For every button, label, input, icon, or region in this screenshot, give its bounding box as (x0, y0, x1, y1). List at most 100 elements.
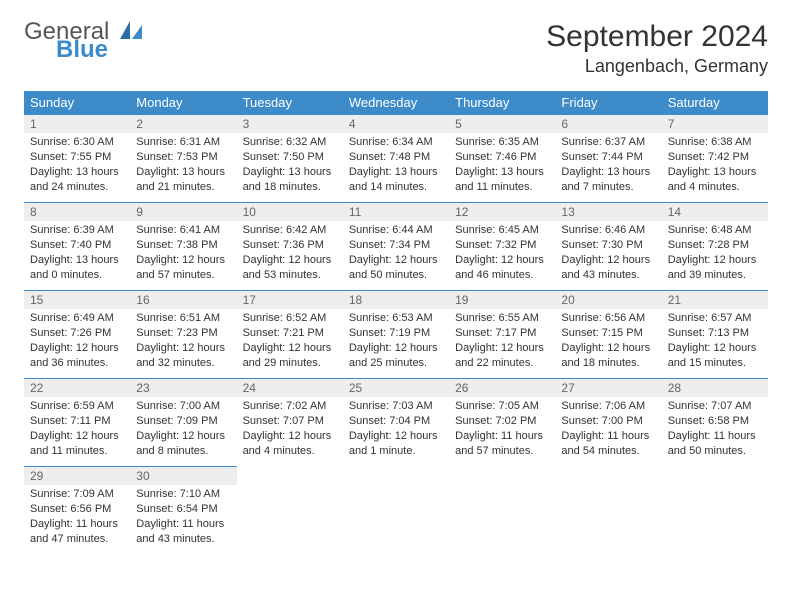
day-number: 22 (24, 379, 130, 397)
day-number: 17 (237, 291, 343, 309)
day-number: 27 (555, 379, 661, 397)
sunrise-text: Sunrise: 6:57 AM (668, 311, 762, 326)
day-info: Sunrise: 6:42 AMSunset: 7:36 PMDaylight:… (237, 221, 343, 288)
sunset-text: Sunset: 6:58 PM (668, 414, 762, 429)
sunset-text: Sunset: 7:13 PM (668, 326, 762, 341)
sunrise-text: Sunrise: 7:06 AM (561, 399, 655, 414)
day-number: 1 (24, 115, 130, 133)
calendar-cell: 13Sunrise: 6:46 AMSunset: 7:30 PMDayligh… (555, 203, 661, 291)
daylight-text: Daylight: 13 hours and 21 minutes. (136, 165, 230, 195)
day-info: Sunrise: 6:45 AMSunset: 7:32 PMDaylight:… (449, 221, 555, 288)
daylight-text: Daylight: 12 hours and 43 minutes. (561, 253, 655, 283)
calendar-row: 8Sunrise: 6:39 AMSunset: 7:40 PMDaylight… (24, 203, 768, 291)
day-number: 10 (237, 203, 343, 221)
daylight-text: Daylight: 12 hours and 50 minutes. (349, 253, 443, 283)
sunrise-text: Sunrise: 6:42 AM (243, 223, 337, 238)
calendar-cell: 6Sunrise: 6:37 AMSunset: 7:44 PMDaylight… (555, 115, 661, 203)
sunset-text: Sunset: 7:36 PM (243, 238, 337, 253)
calendar-cell (343, 467, 449, 555)
calendar-cell: 14Sunrise: 6:48 AMSunset: 7:28 PMDayligh… (662, 203, 768, 291)
calendar-cell: 10Sunrise: 6:42 AMSunset: 7:36 PMDayligh… (237, 203, 343, 291)
sunset-text: Sunset: 7:32 PM (455, 238, 549, 253)
calendar-cell: 25Sunrise: 7:03 AMSunset: 7:04 PMDayligh… (343, 379, 449, 467)
header: General Blue September 2024 Langenbach, … (24, 20, 768, 77)
day-info: Sunrise: 6:37 AMSunset: 7:44 PMDaylight:… (555, 133, 661, 200)
calendar-cell: 29Sunrise: 7:09 AMSunset: 6:56 PMDayligh… (24, 467, 130, 555)
calendar-cell: 28 Sunrise: 7:07 AMSunset: 6:58 PMDayligh… (662, 379, 768, 467)
daylight-text: Daylight: 12 hours and 4 minutes. (243, 429, 337, 459)
sunset-text: Sunset: 6:54 PM (136, 502, 230, 517)
sunrise-text: Sunrise: 6:38 AM (668, 135, 762, 150)
sunrise-text: Sunrise: 7:07 AM (668, 399, 762, 414)
day-info: Sunrise: 6:48 AMSunset: 7:28 PMDaylight:… (662, 221, 768, 288)
day-info: Sunrise: 6:46 AMSunset: 7:30 PMDaylight:… (555, 221, 661, 288)
day-info: Sunrise: 7:02 AMSunset: 7:07 PMDaylight:… (237, 397, 343, 464)
day-number: 16 (130, 291, 236, 309)
day-number: 28 (662, 379, 768, 397)
sunset-text: Sunset: 7:19 PM (349, 326, 443, 341)
daylight-text: Daylight: 13 hours and 14 minutes. (349, 165, 443, 195)
sunrise-text: Sunrise: 6:46 AM (561, 223, 655, 238)
sunrise-text: Sunrise: 7:10 AM (136, 487, 230, 502)
calendar-cell: 19Sunrise: 6:55 AMSunset: 7:17 PMDayligh… (449, 291, 555, 379)
daylight-text: Daylight: 13 hours and 24 minutes. (30, 165, 124, 195)
sunrise-text: Sunrise: 6:34 AM (349, 135, 443, 150)
day-number: 9 (130, 203, 236, 221)
sunset-text: Sunset: 7:42 PM (668, 150, 762, 165)
sunset-text: Sunset: 7:09 PM (136, 414, 230, 429)
daylight-text: Daylight: 11 hours and 50 minutes. (668, 429, 762, 459)
sunset-text: Sunset: 7:00 PM (561, 414, 655, 429)
sunrise-text: Sunrise: 6:41 AM (136, 223, 230, 238)
day-number: 13 (555, 203, 661, 221)
daylight-text: Daylight: 12 hours and 46 minutes. (455, 253, 549, 283)
day-number: 24 (237, 379, 343, 397)
calendar-cell: 21Sunrise: 6:57 AMSunset: 7:13 PMDayligh… (662, 291, 768, 379)
calendar-cell: 8Sunrise: 6:39 AMSunset: 7:40 PMDaylight… (24, 203, 130, 291)
calendar-cell (555, 467, 661, 555)
sunset-text: Sunset: 7:21 PM (243, 326, 337, 341)
logo: General Blue (24, 20, 142, 62)
sunrise-text: Sunrise: 6:37 AM (561, 135, 655, 150)
calendar-cell: 9Sunrise: 6:41 AMSunset: 7:38 PMDaylight… (130, 203, 236, 291)
sunset-text: Sunset: 7:55 PM (30, 150, 124, 165)
sunrise-text: Sunrise: 7:09 AM (30, 487, 124, 502)
day-info: Sunrise: 7:06 AMSunset: 7:00 PMDaylight:… (555, 397, 661, 464)
weekday-header: Thursday (449, 91, 555, 115)
sunrise-text: Sunrise: 6:35 AM (455, 135, 549, 150)
sunset-text: Sunset: 7:53 PM (136, 150, 230, 165)
calendar-cell: 15Sunrise: 6:49 AMSunset: 7:26 PMDayligh… (24, 291, 130, 379)
calendar-cell: 30Sunrise: 7:10 AMSunset: 6:54 PMDayligh… (130, 467, 236, 555)
day-info: Sunrise: 6:34 AMSunset: 7:48 PMDaylight:… (343, 133, 449, 200)
daylight-text: Daylight: 13 hours and 11 minutes. (455, 165, 549, 195)
sunrise-text: Sunrise: 6:44 AM (349, 223, 443, 238)
sunrise-text: Sunrise: 6:51 AM (136, 311, 230, 326)
daylight-text: Daylight: 12 hours and 39 minutes. (668, 253, 762, 283)
sunset-text: Sunset: 7:40 PM (30, 238, 124, 253)
sunrise-text: Sunrise: 6:45 AM (455, 223, 549, 238)
daylight-text: Daylight: 13 hours and 18 minutes. (243, 165, 337, 195)
sunset-text: Sunset: 7:04 PM (349, 414, 443, 429)
day-info: Sunrise: 6:38 AMSunset: 7:42 PMDaylight:… (662, 133, 768, 200)
calendar-cell: 17Sunrise: 6:52 AMSunset: 7:21 PMDayligh… (237, 291, 343, 379)
day-number: 7 (662, 115, 768, 133)
calendar-cell: 22Sunrise: 6:59 AMSunset: 7:11 PMDayligh… (24, 379, 130, 467)
day-info: Sunrise: 6:41 AMSunset: 7:38 PMDaylight:… (130, 221, 236, 288)
calendar-cell: 3Sunrise: 6:32 AMSunset: 7:50 PMDaylight… (237, 115, 343, 203)
day-number: 14 (662, 203, 768, 221)
title-block: September 2024 Langenbach, Germany (546, 20, 768, 77)
day-number: 2 (130, 115, 236, 133)
day-number: 12 (449, 203, 555, 221)
day-number: 15 (24, 291, 130, 309)
sunset-text: Sunset: 7:46 PM (455, 150, 549, 165)
day-info: Sunrise: 6:32 AMSunset: 7:50 PMDaylight:… (237, 133, 343, 200)
calendar-row: 22Sunrise: 6:59 AMSunset: 7:11 PMDayligh… (24, 379, 768, 467)
daylight-text: Daylight: 12 hours and 22 minutes. (455, 341, 549, 371)
calendar-row: 15Sunrise: 6:49 AMSunset: 7:26 PMDayligh… (24, 291, 768, 379)
calendar-row: 29Sunrise: 7:09 AMSunset: 6:56 PMDayligh… (24, 467, 768, 555)
day-info: Sunrise: 6:39 AMSunset: 7:40 PMDaylight:… (24, 221, 130, 288)
day-info: Sunrise: 7:09 AMSunset: 6:56 PMDaylight:… (24, 485, 130, 552)
calendar-cell: 12Sunrise: 6:45 AMSunset: 7:32 PMDayligh… (449, 203, 555, 291)
weekday-header: Monday (130, 91, 236, 115)
calendar-cell: 7Sunrise: 6:38 AMSunset: 7:42 PMDaylight… (662, 115, 768, 203)
calendar-cell (237, 467, 343, 555)
